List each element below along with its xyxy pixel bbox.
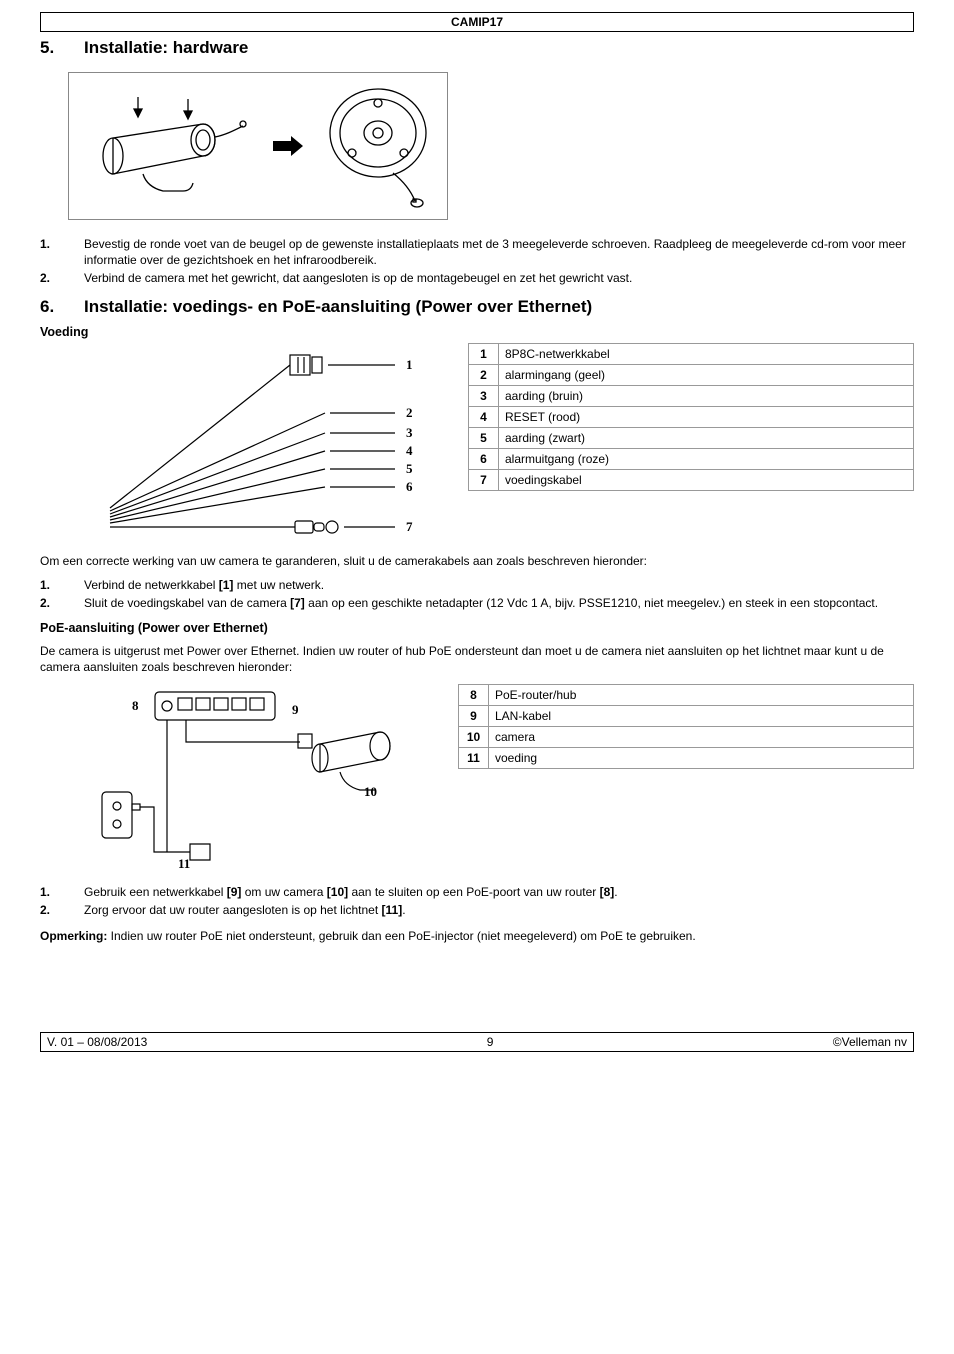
step-num: 1.	[40, 236, 84, 268]
footer-left: V. 01 – 08/08/2013	[47, 1035, 147, 1049]
step-num: 2.	[40, 902, 84, 918]
voeding-intro: Om een correcte werking van uw camera te…	[40, 553, 914, 569]
svg-text:7: 7	[406, 519, 413, 534]
hardware-diagram	[68, 72, 448, 220]
table-row: 7voedingskabel	[469, 469, 914, 490]
list-item: 1.Gebruik een netwerkkabel [9] om uw cam…	[40, 884, 914, 900]
cell-text: RESET (rood)	[499, 406, 914, 427]
cell-text: alarmuitgang (roze)	[499, 448, 914, 469]
cell-num: 1	[469, 343, 499, 364]
table-row: 11voeding	[459, 747, 914, 768]
table-row: 3aarding (bruin)	[469, 385, 914, 406]
cell-text: alarmingang (geel)	[499, 364, 914, 385]
cell-text: camera	[489, 726, 914, 747]
svg-text:9: 9	[292, 702, 299, 717]
cell-num: 10	[459, 726, 489, 747]
svg-text:5: 5	[406, 461, 413, 476]
svg-text:8: 8	[132, 698, 139, 713]
cell-text: aarding (zwart)	[499, 427, 914, 448]
cell-num: 7	[469, 469, 499, 490]
cell-text: LAN-kabel	[489, 705, 914, 726]
list-item: 2.Zorg ervoor dat uw router aangesloten …	[40, 902, 914, 918]
section-6-heading: 6.Installatie: voedings- en PoE-aansluit…	[40, 297, 914, 317]
cell-num: 4	[469, 406, 499, 427]
table-row: 10camera	[459, 726, 914, 747]
table-row: 6alarmuitgang (roze)	[469, 448, 914, 469]
step-num: 1.	[40, 577, 84, 593]
table-row: 18P8C-netwerkkabel	[469, 343, 914, 364]
table-row: 8PoE-router/hub	[459, 684, 914, 705]
footer-right: ©Velleman nv	[833, 1035, 907, 1049]
cell-text: 8P8C-netwerkkabel	[499, 343, 914, 364]
table-row: 9LAN-kabel	[459, 705, 914, 726]
poe-intro: De camera is uitgerust met Power over Et…	[40, 643, 914, 675]
cell-num: 8	[459, 684, 489, 705]
note: Opmerking: Indien uw router PoE niet ond…	[40, 928, 914, 944]
cell-num: 9	[459, 705, 489, 726]
svg-text:4: 4	[406, 443, 413, 458]
svg-text:1: 1	[406, 357, 413, 372]
table-row: 4RESET (rood)	[469, 406, 914, 427]
cell-text: aarding (bruin)	[499, 385, 914, 406]
table-row: 2alarmingang (geel)	[469, 364, 914, 385]
arrow-right-icon	[273, 136, 303, 156]
doc-header: CAMIP17	[40, 12, 914, 32]
cell-num: 5	[469, 427, 499, 448]
cell-text: PoE-router/hub	[489, 684, 914, 705]
section-5-steps: 1.Bevestig de ronde voet van de beugel o…	[40, 236, 914, 287]
list-item: 2.Sluit de voedingskabel van de camera […	[40, 595, 914, 611]
voeding-steps: 1.Verbind de netwerkkabel [1] met uw net…	[40, 577, 914, 611]
section-5-heading: 5.Installatie: hardware	[40, 38, 914, 58]
poe-diagram: 8 9 10 11	[70, 684, 430, 874]
poe-table: 8PoE-router/hub9LAN-kabel10camera11voedi…	[458, 684, 914, 769]
step-num: 1.	[40, 884, 84, 900]
cell-num: 11	[459, 747, 489, 768]
list-item: 1.Verbind de netwerkkabel [1] met uw net…	[40, 577, 914, 593]
cell-text: voeding	[489, 747, 914, 768]
poe-steps: 1.Gebruik een netwerkkabel [9] om uw cam…	[40, 884, 914, 918]
cell-num: 2	[469, 364, 499, 385]
step-text: Verbind de netwerkkabel [1] met uw netwe…	[84, 577, 324, 593]
cable-diagram: 1 2 3 4 5 6 7	[100, 343, 440, 543]
svg-text:3: 3	[406, 425, 413, 440]
step-num: 2.	[40, 270, 84, 286]
svg-text:11: 11	[178, 856, 190, 871]
cell-num: 6	[469, 448, 499, 469]
table-row: 5aarding (zwart)	[469, 427, 914, 448]
poe-subhead: PoE-aansluiting (Power over Ethernet)	[40, 621, 914, 635]
cell-text: voedingskabel	[499, 469, 914, 490]
step-text: Verbind de camera met het gewricht, dat …	[84, 270, 632, 286]
svg-text:10: 10	[364, 784, 377, 799]
footer-center: 9	[487, 1035, 494, 1049]
step-num: 2.	[40, 595, 84, 611]
voeding-subhead: Voeding	[40, 325, 914, 339]
page-footer: V. 01 – 08/08/2013 9 ©Velleman nv	[40, 1032, 914, 1052]
svg-text:6: 6	[406, 479, 413, 494]
cell-num: 3	[469, 385, 499, 406]
step-text: Sluit de voedingskabel van de camera [7]…	[84, 595, 878, 611]
cable-table: 18P8C-netwerkkabel2alarmingang (geel)3aa…	[468, 343, 914, 491]
step-text: Zorg ervoor dat uw router aangesloten is…	[84, 902, 406, 918]
step-text: Bevestig de ronde voet van de beugel op …	[84, 236, 914, 268]
mount-plate-icon	[323, 81, 433, 211]
camera-bracket-icon	[83, 91, 253, 201]
step-text: Gebruik een netwerkkabel [9] om uw camer…	[84, 884, 618, 900]
svg-text:2: 2	[406, 405, 413, 420]
